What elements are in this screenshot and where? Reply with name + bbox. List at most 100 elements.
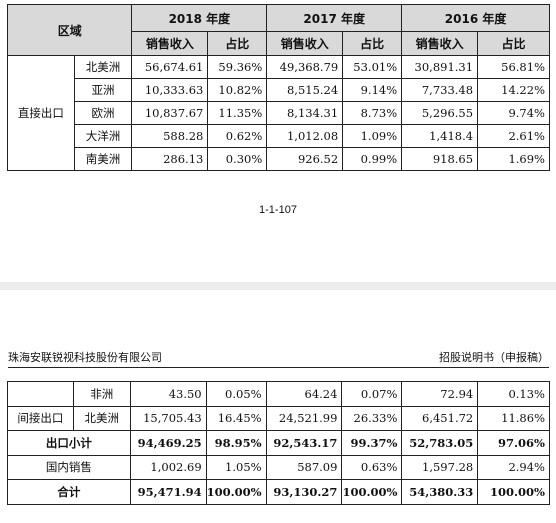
- company-name: 珠海安联锐视科技股份有限公司: [8, 351, 162, 364]
- total-row: 合计 95,471.94 100.00% 93,130.27 100.00% 5…: [7, 479, 550, 505]
- cell: 286.13: [131, 147, 209, 171]
- table-row: 大洋洲 588.28 0.62% 1,012.08 1.09% 1,418.4 …: [8, 124, 550, 148]
- cell: 1,418.4: [401, 124, 479, 148]
- cell: 26.33%: [341, 405, 403, 431]
- cell: 7,733.48: [401, 78, 479, 102]
- table-row: 南美洲 286.13 0.30% 926.52 0.99% 918.65 1.6…: [8, 147, 550, 171]
- domestic-label: 国内销售: [7, 454, 131, 480]
- page-gap: [0, 282, 556, 290]
- cell: 97.06%: [477, 430, 550, 456]
- cell: 94,469.25: [129, 430, 207, 456]
- cell: 0.63%: [341, 454, 403, 480]
- table-row: 直接出口 北美洲 56,674.61 59.36% 49,368.79 53.0…: [7, 55, 550, 171]
- indirect-export-label: 间接出口: [7, 405, 74, 431]
- cell: 95,471.94: [129, 479, 207, 505]
- cell: 1.69%: [477, 147, 550, 171]
- cell: 8,134.31: [266, 101, 344, 125]
- total-label: 合计: [7, 479, 131, 505]
- cell: 0.07%: [341, 381, 403, 407]
- subtotal-row: 出口小计 94,469.25 98.95% 92,543.17 99.37% 5…: [7, 430, 550, 456]
- cell: 926.52: [266, 147, 344, 171]
- cell: 0.30%: [207, 147, 268, 171]
- cell: 2.61%: [477, 124, 550, 148]
- page-header: 珠海安联锐视科技股份有限公司 招股说明书（申报稿）: [8, 347, 549, 368]
- region-header: 区域: [6, 4, 133, 56]
- col-header-revenue: 销售收入: [401, 31, 479, 56]
- page-number: 1-1-107: [259, 204, 297, 216]
- cell: 54,380.33: [401, 479, 479, 505]
- cell: 100.00%: [341, 479, 403, 505]
- cell: 0.05%: [205, 381, 267, 407]
- cell: 0.13%: [477, 381, 550, 407]
- cell: 99.37%: [341, 430, 403, 456]
- cell: 1.09%: [342, 124, 403, 148]
- cell: 100.00%: [477, 479, 550, 505]
- cell: 11.35%: [207, 101, 268, 125]
- cell: 9.74%: [477, 101, 550, 125]
- row-label: 欧洲: [73, 101, 133, 125]
- cell: 30,891.31: [401, 55, 479, 79]
- year-2018-header: 2018 年度: [131, 4, 268, 32]
- cell: 10.82%: [207, 78, 268, 102]
- cell: 1,012.08: [266, 124, 344, 148]
- cell: 0.62%: [207, 124, 268, 148]
- row-label: 大洋洲: [73, 124, 133, 148]
- cell: 14.22%: [477, 78, 550, 102]
- table-row: 间接出口 北美洲 15,705.43 16.45% 24,521.99 26.3…: [7, 405, 550, 431]
- subtotal-label: 出口小计: [7, 430, 131, 456]
- cell: 24,521.99: [265, 405, 343, 431]
- cell: 1.05%: [205, 454, 267, 480]
- cell: 93,130.27: [265, 479, 343, 505]
- cell: 53.01%: [342, 55, 403, 79]
- cell: 10,333.63: [131, 78, 209, 102]
- cell: 100.00%: [205, 479, 267, 505]
- table-row: 亚洲 10,333.63 10.82% 8,515.24 9.14% 7,733…: [8, 78, 550, 102]
- group-label: [7, 381, 74, 407]
- table-row: 欧洲 10,837.67 11.35% 8,134.31 8.73% 5,296…: [8, 101, 550, 125]
- cell: 15,705.43: [129, 405, 207, 431]
- cell: 98.95%: [205, 430, 267, 456]
- cell: 1,597.28: [401, 454, 479, 480]
- cell: 49,368.79: [266, 55, 344, 79]
- row-label: 北美洲: [73, 55, 133, 79]
- cell: 64.24: [265, 381, 343, 407]
- cell: 72.94: [401, 381, 479, 407]
- direct-export-label: 直接出口: [7, 55, 75, 171]
- col-header-revenue: 销售收入: [131, 31, 209, 56]
- cell: 56.81%: [477, 55, 550, 79]
- col-header-share: 占比: [207, 31, 268, 56]
- domestic-row: 国内销售 1,002.69 1.05% 587.09 0.63% 1,597.2…: [7, 454, 550, 480]
- col-header-share: 占比: [477, 31, 550, 56]
- cell: 1,002.69: [129, 454, 207, 480]
- cell: 59.36%: [207, 55, 268, 79]
- cell: 11.86%: [477, 405, 550, 431]
- col-header-revenue: 销售收入: [266, 31, 344, 56]
- cell: 588.28: [131, 124, 209, 148]
- document-title: 招股说明书（申报稿）: [439, 351, 549, 364]
- cell: 918.65: [401, 147, 479, 171]
- cell: 52,783.05: [401, 430, 479, 456]
- cell: 587.09: [265, 454, 343, 480]
- year-2016-header: 2016 年度: [401, 4, 550, 32]
- cell: 16.45%: [205, 405, 267, 431]
- year-2017-header: 2017 年度: [266, 4, 403, 32]
- row-label: 南美洲: [73, 147, 133, 171]
- cell: 10,837.67: [131, 101, 209, 125]
- row-label: 北美洲: [72, 405, 131, 431]
- cell: 56,674.61: [131, 55, 209, 79]
- row-label: 亚洲: [73, 78, 133, 102]
- col-header-share: 占比: [342, 31, 403, 56]
- cell: 9.14%: [342, 78, 403, 102]
- cell: 6,451.72: [401, 405, 479, 431]
- cell: 2.94%: [477, 454, 550, 480]
- sales-region-table-top: 区域 2018 年度 2017 年度 2016 年度 销售收入 占比 销售收入 …: [6, 4, 550, 171]
- cell: 8,515.24: [266, 78, 344, 102]
- row-label: 非洲: [72, 381, 131, 407]
- cell: 8.73%: [342, 101, 403, 125]
- cell: 43.50: [129, 381, 207, 407]
- sales-region-table-bottom: 非洲 43.50 0.05% 64.24 0.07% 72.94 0.13% 间…: [7, 381, 550, 505]
- cell: 0.99%: [342, 147, 403, 171]
- cell: 92,543.17: [265, 430, 343, 456]
- cell: 5,296.55: [401, 101, 479, 125]
- table-row: 非洲 43.50 0.05% 64.24 0.07% 72.94 0.13%: [7, 381, 550, 407]
